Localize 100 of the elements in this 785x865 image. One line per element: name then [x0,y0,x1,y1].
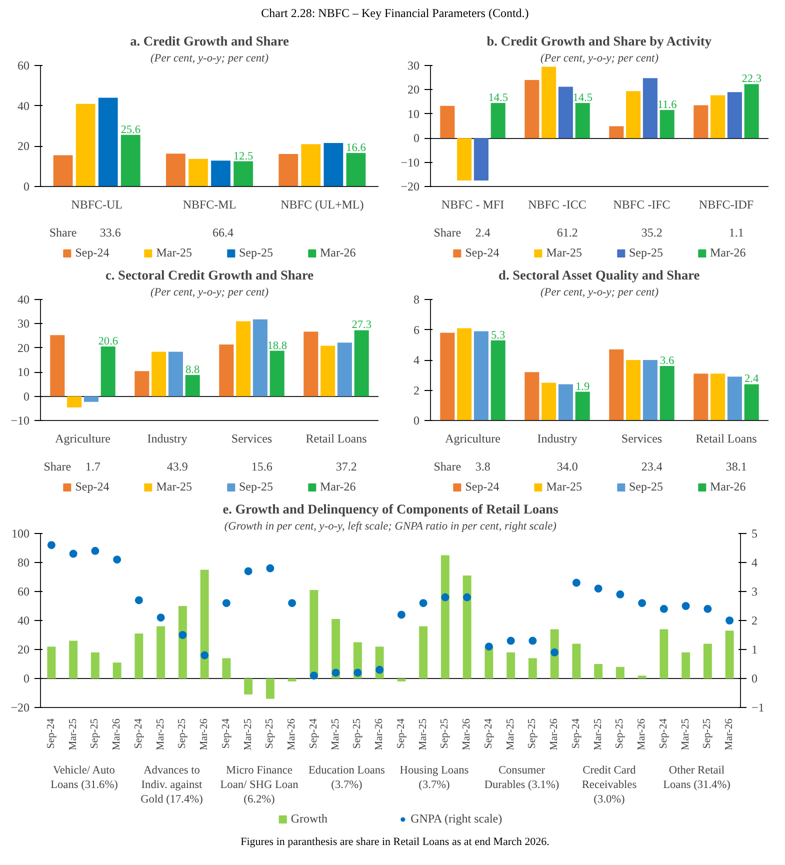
point [726,616,734,624]
bar [660,629,668,678]
bar [484,646,494,678]
point [550,648,559,656]
text: 2.4 [475,226,490,240]
bar [626,91,641,138]
legend-label: Mar-26 [320,246,356,260]
point [156,614,165,622]
y-tick-label: −10 [400,155,420,170]
bar [710,95,726,138]
data-label: 20.6 [98,335,118,348]
bar [626,360,641,420]
x-tick-label: Mar-26 [636,718,648,750]
legend-label: Mar-25 [546,246,582,260]
point [506,636,515,645]
bar [346,153,366,186]
x-tick-label: NBFC - MFI [441,198,504,212]
y-tick-label: 80 [18,556,30,570]
data-label: 1.9 [576,380,590,393]
x-tick-label: Sep-25 [264,718,276,749]
point [69,550,78,558]
bar [575,392,590,420]
x-tick-label: Sep-25 [177,718,188,749]
bar [440,555,450,678]
legend-label: Sep-25 [239,480,273,494]
text: 1.7 [85,460,100,474]
chart-title: c. Sectoral Credit Growth and Share [105,268,314,282]
point [419,599,428,608]
text: 66.4 [212,226,234,240]
data-label: 25.6 [120,124,141,136]
legend-label: Sep-24 [75,246,110,260]
legend-label: Mar-25 [156,246,192,260]
text: Other Retail Loans (31.4%) [663,764,731,791]
bar [112,662,122,678]
point [332,668,340,677]
data-label: 18.8 [267,340,288,352]
text: Education Loans (3.7%) [308,764,385,791]
point [244,567,252,576]
point [266,564,274,572]
bar [222,658,231,678]
chart-subtitle: (Per cent, y-o-y; per cent) [150,286,269,298]
x-tick-label: NBFC-UL [71,198,123,212]
legend-label: Mar-26 [710,480,746,494]
bar [703,644,712,678]
bar [727,376,742,420]
x-tick-label: NBFC (UL+ML) [280,198,364,212]
legend-label: Sep-24 [465,246,500,260]
legend-label: Mar-26 [320,480,356,494]
y-tick-label: 20 [408,82,420,97]
y2-tick-label: 1 [752,642,758,656]
x-tick-label: Mar-26 [286,718,298,750]
bar [609,349,624,420]
text: 15.6 [251,460,272,474]
text: Figures in paranthesis are share in Retail Loans as at end March 2026. [240,835,550,850]
bar [558,86,573,138]
legend-label: Sep-25 [629,480,663,494]
bar [278,154,298,186]
point [638,599,646,608]
bar [660,110,674,138]
text: 38.1 [726,460,747,474]
text: 61.2 [556,226,578,240]
data-label: 27.3 [352,319,372,332]
text: Consumer Durables (3.1%) [484,764,560,791]
text: Share [49,226,77,240]
chart-subtitle: (Per cent, y-o-y; per cent) [150,52,269,64]
bar [69,640,78,678]
point [200,651,209,660]
bar [542,66,556,138]
x-tick-label: Mar-25 [592,718,604,750]
bar [53,155,73,186]
text: 43.9 [166,460,188,474]
bar [457,328,472,420]
bar [682,652,690,678]
y-tick-label: 6 [414,322,420,337]
y-tick-label: 0 [24,672,30,686]
chart-title: b. Credit Growth and Share by Activity [486,34,712,48]
bar [301,144,321,186]
bar [67,396,82,408]
text: 34.0 [556,460,578,474]
bar [219,344,234,396]
y-tick-label: −20 [400,180,420,194]
bar [304,332,318,396]
text: 37.2 [336,460,357,474]
bar [178,606,187,678]
text: 33.6 [100,226,121,240]
x-tick-label: Mar-25 [330,718,342,750]
point [222,599,230,608]
y-tick-label: 40 [18,614,30,628]
bar [266,678,274,699]
legend-label: Sep-25 [239,246,273,260]
y2-tick-label: 3 [752,584,758,598]
point [484,642,493,651]
text: Micro Finance Loan/ SHG Loan (6.2%) [220,764,299,806]
bar [185,375,200,396]
bar [457,138,472,180]
y-tick-label: 0 [24,180,30,194]
x-tick-label: NBFC-ML [182,198,236,212]
x-tick-label: Mar-25 [155,718,166,750]
y2-tick-label: 4 [752,556,758,570]
bar [47,646,56,678]
